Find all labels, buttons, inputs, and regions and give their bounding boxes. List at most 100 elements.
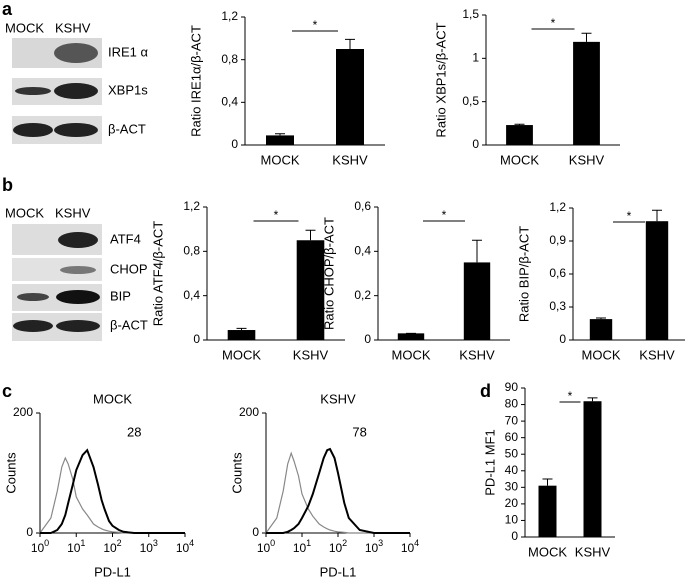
x-tick-label: KSHV <box>569 152 605 167</box>
bar <box>397 333 425 340</box>
tick-exponent: 4 <box>189 538 194 548</box>
histogram-line <box>266 447 410 534</box>
annotation: 78 <box>352 424 366 439</box>
y-tick-label: 0,6 <box>354 199 371 213</box>
x-tick-label: 100 <box>31 538 49 555</box>
y-tick-label: 0 <box>511 529 518 543</box>
x-tick-label: 103 <box>365 538 383 555</box>
tick-base: 10 <box>140 541 154 555</box>
y-tick-label: 1,2 <box>183 199 200 213</box>
x-tick-label: 104 <box>176 538 194 555</box>
y-tick-label: 200 <box>13 405 33 419</box>
x-tick-label: MOCK <box>222 347 261 362</box>
blot-column: MOCK <box>5 205 44 220</box>
blot-row: BIP <box>110 288 131 303</box>
y-tick-label: 20 <box>505 496 519 510</box>
y-tick-label: 0,4 <box>221 95 238 109</box>
tick-exponent: 4 <box>414 538 419 548</box>
y-axis-label: PD-L1 MF1 <box>482 429 497 495</box>
tick-exponent: 3 <box>153 538 158 548</box>
blot-column: MOCK <box>5 20 44 35</box>
x-tick-label: 100 <box>257 538 275 555</box>
y-tick-label: 0,4 <box>354 244 371 258</box>
blot-row: β-ACT <box>110 317 148 332</box>
y-tick-label: 0,8 <box>221 52 238 66</box>
chart-title: KSHV <box>320 391 356 406</box>
tick-base: 10 <box>293 541 307 555</box>
error-bar <box>305 229 316 241</box>
bar <box>506 125 533 145</box>
y-axis-label: Ratio CHOP/β-ACT <box>321 217 336 330</box>
bar <box>645 221 669 340</box>
error-bar <box>345 38 355 49</box>
x-axis-label: PD-L1 <box>320 564 357 579</box>
x-tick-label: 102 <box>329 538 347 555</box>
y-axis-label: Counts <box>229 452 244 494</box>
annotation: 28 <box>127 424 141 439</box>
y-tick-label: 60 <box>505 430 519 444</box>
y-tick-label: 90 <box>505 380 519 394</box>
x-tick-label: MOCK <box>500 152 539 167</box>
bar <box>573 41 600 145</box>
tick-exponent: 3 <box>378 538 383 548</box>
blot-row: β-ACT <box>108 121 146 136</box>
y-axis-label: Counts <box>3 452 18 494</box>
y-tick-label: 80 <box>505 397 519 411</box>
error-bar <box>472 239 482 263</box>
error-bar <box>514 123 525 126</box>
tick-exponent: 1 <box>306 538 311 548</box>
tick-base: 10 <box>103 541 117 555</box>
bar <box>266 135 294 145</box>
x-tick-label: 101 <box>67 538 85 555</box>
panel-letter: b <box>2 175 13 195</box>
y-tick-label: 0,5 <box>462 94 479 108</box>
y-tick-label: 0 <box>559 332 566 346</box>
bar <box>336 49 364 145</box>
error-bar <box>275 133 285 136</box>
y-tick-label: 0,4 <box>183 288 200 302</box>
tick-base: 10 <box>329 541 343 555</box>
bar <box>589 319 613 340</box>
x-tick-label: KSHV <box>575 544 611 559</box>
y-tick-label: 0 <box>26 525 33 539</box>
x-tick-label: 104 <box>401 538 419 555</box>
y-tick-label: 10 <box>505 513 519 527</box>
y-tick-label: 70 <box>505 413 519 427</box>
y-tick-label: 0,3 <box>549 299 566 313</box>
tick-base: 10 <box>67 541 81 555</box>
y-tick-label: 0,2 <box>354 288 371 302</box>
significance-label: * <box>627 209 632 223</box>
y-tick-label: 0 <box>472 137 479 151</box>
significance-label: * <box>568 389 573 403</box>
y-axis-label: Ratio IRE1α/β-ACT <box>188 25 203 137</box>
error-bar <box>596 317 606 320</box>
error-bar <box>236 327 247 331</box>
tick-base: 10 <box>365 541 379 555</box>
error-bar <box>581 32 592 42</box>
x-tick-label: KSHV <box>293 347 329 362</box>
error-bar <box>652 209 662 222</box>
x-axis-label: PD-L1 <box>94 564 131 579</box>
bar <box>296 240 325 340</box>
bar <box>227 330 256 340</box>
tick-exponent: 0 <box>270 538 275 548</box>
y-tick-label: 1 <box>472 51 479 65</box>
bar <box>463 262 491 340</box>
blot-row: ATF4 <box>110 231 141 246</box>
x-tick-label: KSHV <box>459 347 495 362</box>
tick-exponent: 1 <box>80 538 85 548</box>
x-tick-label: 102 <box>103 538 121 555</box>
chart-title: MOCK <box>93 391 132 406</box>
tick-base: 10 <box>31 541 45 555</box>
bar <box>583 401 602 537</box>
x-tick-label: MOCK <box>582 347 621 362</box>
histogram-line <box>40 448 185 534</box>
y-tick-label: 0 <box>231 137 238 151</box>
y-tick-label: 40 <box>505 463 519 477</box>
panel-letter: c <box>2 381 12 401</box>
blot-image <box>12 224 102 341</box>
y-tick-label: 1,5 <box>462 7 479 21</box>
tick-base: 10 <box>401 541 415 555</box>
bar <box>538 485 557 537</box>
